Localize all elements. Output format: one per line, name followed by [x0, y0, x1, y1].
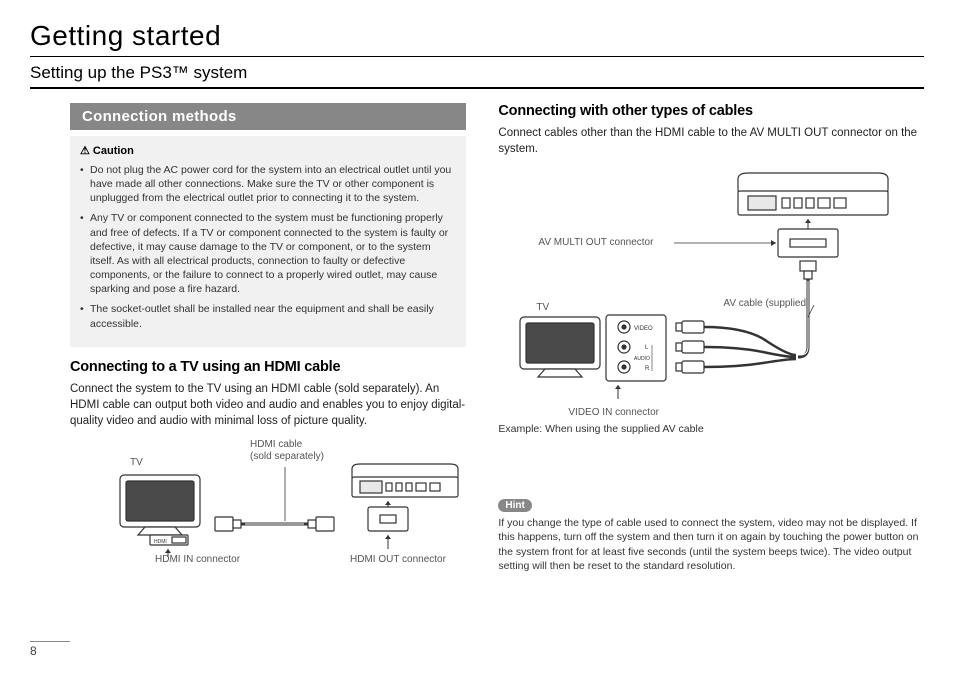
- caution-list: Do not plug the AC power cord for the sy…: [80, 163, 456, 331]
- content-columns: Connection methods ⚠ Caution Do not plug…: [30, 103, 924, 573]
- caution-title-text: Caution: [93, 145, 134, 157]
- divider-thin: [30, 56, 924, 57]
- svg-text:R: R: [645, 366, 650, 372]
- divider-thick: [30, 87, 924, 89]
- other-cables-heading: Connecting with other types of cables: [498, 103, 924, 119]
- av-diagram-svg: VIDEO L AUDIO R: [498, 167, 918, 407]
- other-cables-text: Connect cables other than the HDMI cable…: [498, 125, 924, 157]
- hint-section: Hint If you change the type of cable use…: [498, 495, 924, 573]
- hint-badge: Hint: [498, 499, 531, 512]
- page-subtitle: Setting up the PS3™ system: [30, 63, 924, 83]
- hdmi-body: Connect the system to the TV using an HD…: [70, 381, 466, 429]
- left-column: Connection methods ⚠ Caution Do not plug…: [30, 103, 466, 573]
- svg-text:AUDIO: AUDIO: [634, 356, 650, 362]
- caution-item: Any TV or component connected to the sys…: [80, 211, 456, 296]
- caution-item: The socket-outlet shall be installed nea…: [80, 302, 456, 330]
- av-diagram: AV MULTI OUT connector TV AV cable (supp…: [498, 167, 924, 417]
- svg-text:HDMI: HDMI: [154, 539, 167, 545]
- example-text: Example: When using the supplied AV cabl…: [498, 423, 924, 435]
- hint-text: If you change the type of cable used to …: [498, 516, 924, 573]
- svg-text:VIDEO: VIDEO: [634, 326, 653, 332]
- page-title: Getting started: [30, 20, 924, 52]
- hdmi-heading: Connecting to a TV using an HDMI cable: [70, 359, 466, 375]
- caution-item: Do not plug the AC power cord for the sy…: [80, 163, 456, 206]
- page-number: 8: [30, 641, 70, 658]
- right-column: Connecting with other types of cables Co…: [488, 103, 924, 573]
- video-in-label: VIDEO IN connector: [568, 407, 659, 418]
- hdmi-diagram-svg: HDMI: [70, 449, 470, 569]
- connection-methods-banner: Connection methods: [70, 103, 466, 130]
- caution-box: ⚠ Caution Do not plug the AC power cord …: [70, 136, 466, 347]
- caution-title: ⚠ Caution: [80, 144, 456, 159]
- hdmi-diagram: TV HDMI cable (sold separately) HDMI IN …: [70, 439, 466, 569]
